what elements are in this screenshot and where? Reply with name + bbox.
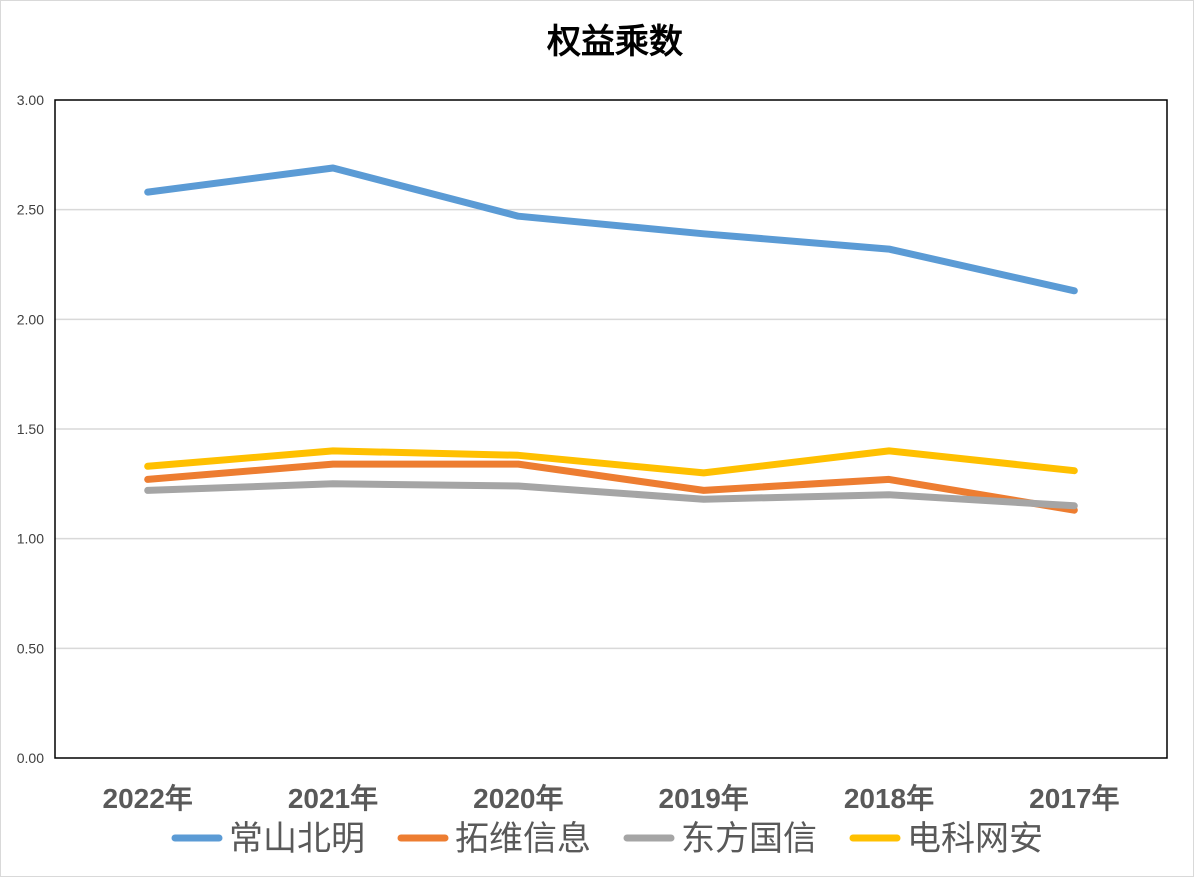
- x-tick-label: 2017年: [1029, 782, 1119, 814]
- legend-label: 常山北明: [229, 819, 365, 859]
- x-axis-ticks: 2022年 2021年 2020年 2019年 2018年 2017年: [103, 782, 1120, 814]
- legend-label: 电科网安: [907, 819, 1043, 859]
- legend-item: 电科网安: [849, 819, 1043, 859]
- series-line-1: [144, 164, 1078, 295]
- x-tick-label: 2021年: [288, 782, 378, 814]
- legend: 常山北明 拓维信息 东方国信 电科网安: [171, 819, 1043, 859]
- chart-title: 权益乘数: [546, 22, 683, 62]
- legend-label: 拓维信息: [455, 819, 591, 859]
- legend-item: 东方国信: [623, 819, 817, 859]
- y-tick-label: 2.50: [17, 202, 44, 218]
- y-tick-label: 0.50: [17, 640, 44, 656]
- y-tick-label: 1.00: [17, 531, 44, 547]
- y-tick-label: 3.00: [17, 92, 44, 108]
- legend-item: 拓维信息: [397, 819, 591, 859]
- plot-area-border: [54, 99, 1168, 759]
- series-line-2: [144, 460, 1078, 514]
- y-tick-label: 1.50: [17, 421, 44, 437]
- series-line-3: [144, 480, 1078, 510]
- y-axis-ticks: 0.00 0.50 1.00 1.50 2.00 2.50 3.00: [17, 92, 44, 766]
- series-lines: [144, 164, 1078, 514]
- legend-label: 东方国信: [681, 819, 817, 859]
- x-tick-label: 2022年: [103, 782, 193, 814]
- y-tick-label: 2.00: [17, 311, 44, 327]
- x-tick-label: 2018年: [844, 782, 934, 814]
- legend-item: 常山北明: [171, 819, 365, 859]
- x-tick-label: 2019年: [659, 782, 749, 814]
- x-tick-label: 2020年: [473, 782, 563, 814]
- grid-lines: [55, 208, 1167, 650]
- series-line-4: [144, 447, 1078, 477]
- y-tick-label: 0.00: [17, 750, 44, 766]
